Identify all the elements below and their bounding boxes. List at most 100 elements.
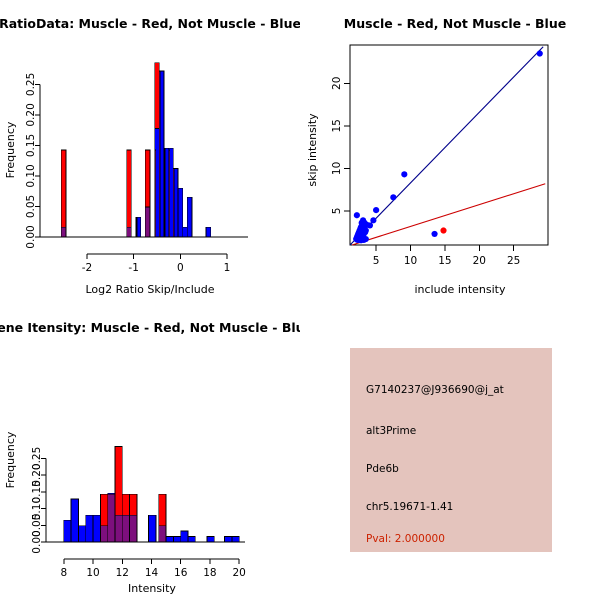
histogram-bar (63, 519, 72, 543)
histogram-bar (173, 536, 182, 543)
scatter-ylabel: skip intensity (306, 113, 319, 187)
y-tick-label: 0.25 (25, 73, 37, 96)
gene-histogram-xlabel: Intensity (128, 582, 176, 595)
histogram-bar (154, 149, 157, 238)
x-tick-label: 10 (86, 567, 99, 579)
histogram-bar (99, 525, 109, 543)
histogram-bar (78, 525, 87, 543)
gene-histogram-title: Gene Itensity: Muscle - Red, Not Muscle … (0, 320, 300, 335)
x-tick-label: 18 (203, 567, 216, 579)
ratio-histogram-xlabel: Log2 Ratio Skip/Include (85, 283, 214, 296)
histogram-bar (224, 536, 233, 543)
histogram-bar (187, 536, 196, 543)
histogram-bar (148, 514, 157, 543)
histogram-bar (206, 536, 215, 543)
gene-histogram-svg: Gene Itensity: Muscle - Red, Not Muscle … (0, 320, 300, 595)
x-tick-label: -1 (128, 262, 138, 274)
scatter-point (536, 50, 543, 57)
scatter-title: Muscle - Red, Not Muscle - Blue (344, 16, 566, 31)
scatter-point (390, 194, 397, 201)
histogram-bar (121, 514, 130, 543)
y-tick-label: 0.20 (25, 103, 37, 126)
ratio-histogram-svg: RatioData: Muscle - Red, Not Muscle - Bl… (0, 16, 300, 296)
histogram-bar (129, 514, 138, 543)
histogram-bar (165, 536, 174, 543)
x-tick-label: 15 (438, 255, 451, 267)
histogram-bar (60, 226, 67, 238)
histogram-bar (180, 530, 189, 543)
histogram-bar (135, 216, 138, 238)
splice-type-text: alt3Prime (366, 425, 417, 437)
x-tick-label: 5 (373, 255, 380, 267)
scatter-point (373, 207, 380, 214)
histogram-bar (158, 525, 167, 543)
scatter-fit-lines (349, 46, 546, 246)
y-tick-label: 20 (331, 77, 343, 90)
scatter-point (362, 235, 369, 243)
histogram-bar (107, 493, 116, 543)
scatter-point (353, 212, 360, 219)
x-tick-label: 25 (507, 255, 520, 267)
regression-line (351, 183, 546, 246)
y-tick-label: 0.10 (25, 164, 37, 187)
scatter-point (401, 171, 408, 178)
scatter-panel: Muscle - Red, Not Muscle - Blue skip int… (300, 0, 600, 300)
ratio-histogram-panel: RatioData: Muscle - Red, Not Muscle - Bl… (0, 0, 300, 300)
y-tick-label: 0.00 (31, 530, 43, 553)
y-tick-label: 0.10 (31, 497, 43, 520)
histogram-bar (231, 536, 240, 543)
gene-histogram-ylabel: Frequency (4, 431, 17, 488)
histogram-bar (70, 498, 79, 543)
gene-histogram-panel: Gene Itensity: Muscle - Red, Not Muscle … (0, 310, 300, 600)
histogram-bar (177, 187, 184, 238)
pval-text: Pval: 2.000000 (366, 533, 445, 545)
histogram-bar (168, 149, 171, 238)
x-tick-label: 8 (61, 567, 68, 579)
histogram-bar (158, 70, 161, 238)
histogram-bar (60, 149, 67, 238)
x-tick-label: 0 (177, 262, 184, 274)
x-tick-label: 14 (145, 567, 159, 579)
scatter-point (370, 217, 377, 224)
scatter-axes: 5 10 15 20 5 10 15 20 25 (331, 77, 520, 267)
histogram-bar (186, 196, 193, 238)
y-tick-label: 15 (331, 119, 343, 132)
ratio-histogram-ylabel: Frequency (4, 121, 17, 178)
x-tick-label: -2 (82, 262, 92, 274)
scatter-svg: Muscle - Red, Not Muscle - Blue skip int… (306, 16, 566, 296)
y-tick-label: 0.25 (31, 447, 43, 470)
ratio-histogram-bars (60, 62, 212, 238)
x-tick-label: 16 (174, 567, 188, 579)
histogram-bar (114, 514, 123, 543)
histogram-bar (126, 149, 132, 238)
probe-id-text: G7140237@J936690@j_at (366, 384, 504, 396)
x-tick-label: 1 (224, 262, 231, 274)
x-tick-label: 12 (116, 567, 129, 579)
x-tick-label: 10 (404, 255, 417, 267)
y-tick-label: 0.05 (25, 195, 37, 218)
gene-histogram-axes: 0.000.050.100.150.200.25 8 10 12 14 16 18 20 (31, 447, 246, 579)
ratio-histogram-title: RatioData: Muscle - Red, Not Muscle - Bl… (0, 16, 300, 31)
regression-line (349, 46, 544, 246)
gene-histogram-bars (63, 446, 240, 543)
y-tick-label: 5 (331, 208, 343, 215)
scatter-xlabel: include intensity (414, 283, 506, 296)
histogram-bar (92, 514, 101, 543)
y-tick-label: 0.15 (31, 480, 43, 503)
scatter-point (440, 227, 447, 234)
y-tick-label: 0.05 (31, 514, 43, 537)
y-tick-label: 0.00 (25, 225, 37, 248)
x-tick-label: 20 (473, 255, 486, 267)
scatter-points (353, 50, 543, 244)
histogram-bar (172, 168, 175, 238)
scatter-point (431, 230, 438, 238)
ratio-histogram-axes: 0.00 0.05 0.10 0.15 0.20 0.25 -2 -1 0 1 (25, 73, 248, 274)
gene-symbol-text: Pde6b (366, 463, 399, 475)
histogram-bar (85, 514, 94, 543)
y-tick-label: 0.20 (31, 463, 43, 486)
histogram-bar (126, 226, 132, 238)
histogram-bar (144, 206, 151, 238)
plot-frame (349, 44, 549, 246)
x-tick-label: 20 (232, 567, 245, 579)
histogram-bar (205, 226, 212, 238)
